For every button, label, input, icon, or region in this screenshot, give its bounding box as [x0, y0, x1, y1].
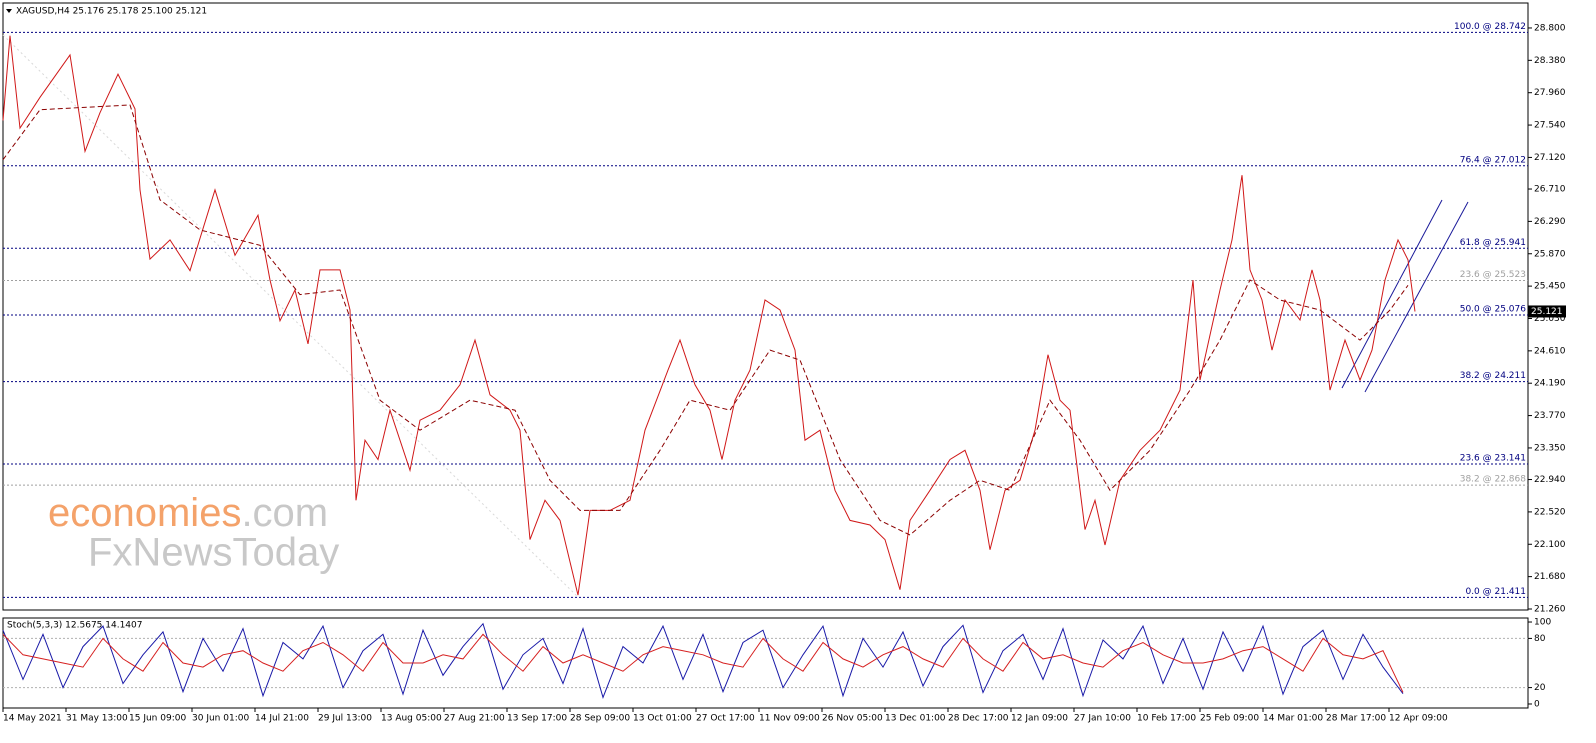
x-tick-label: 28 Mar 17:00: [1326, 714, 1386, 724]
watermark-text: .com: [241, 491, 328, 535]
y-tick-label: 27.540: [1534, 121, 1566, 131]
chart-title: XAGUSD,H4 25.176 25.178 25.100 25.121: [16, 7, 207, 17]
watermark-text: FxNewsToday: [88, 531, 339, 575]
level-label: 23.6 @ 23.141: [1460, 454, 1526, 464]
level-label: 100.0 @ 28.742: [1454, 22, 1526, 32]
y-tick-label: 20: [1534, 683, 1546, 693]
series-line: [2, 622, 1404, 699]
level-label: 38.2 @ 22.868: [1460, 475, 1527, 485]
x-tick-label: 30 Jun 01:00: [192, 714, 249, 724]
last-price-label: 25.121: [1531, 307, 1563, 317]
menu-triangle[interactable]: [6, 9, 12, 13]
y-tick-label: 27.120: [1534, 153, 1566, 163]
x-tick-label: 14 Jul 21:00: [255, 714, 309, 724]
x-tick-label: 13 Sep 17:00: [507, 714, 567, 724]
y-tick-label: 26.290: [1534, 217, 1566, 227]
y-tick-label: 24.190: [1534, 379, 1566, 389]
y-tick-label: 26.710: [1534, 185, 1566, 195]
y-tick-label: 27.960: [1534, 88, 1566, 98]
series-line: [2, 104, 1409, 536]
channel-line: [1341, 199, 1443, 389]
x-tick-label: 29 Jul 13:00: [318, 714, 372, 724]
series-line: [2, 633, 1404, 693]
y-tick-label: 23.770: [1534, 411, 1566, 421]
y-tick-label: 25.030: [1534, 314, 1566, 324]
x-tick-label: 15 Jun 09:00: [129, 714, 186, 724]
y-tick-label: 21.260: [1534, 604, 1566, 614]
level-label: 50.0 @ 25.076: [1460, 304, 1527, 314]
y-tick-label: 0: [1534, 699, 1540, 709]
y-tick-label: 22.940: [1534, 475, 1566, 485]
x-tick-label: 12 Jan 09:00: [1011, 714, 1068, 724]
watermark-text: economies: [48, 491, 241, 535]
x-tick-label: 14 Mar 01:00: [1263, 714, 1323, 724]
stoch-panel: [2, 617, 1529, 709]
y-tick-label: 22.520: [1534, 507, 1566, 517]
x-tick-label: 27 Jan 10:00: [1074, 714, 1131, 724]
y-tick-label: 100: [1534, 618, 1551, 628]
x-tick-label: 26 Nov 05:00: [822, 714, 883, 724]
x-tick-label: 14 May 2021: [3, 714, 62, 724]
x-tick-label: 27 Oct 17:00: [696, 714, 755, 724]
x-tick-label: 12 Apr 09:00: [1389, 714, 1448, 724]
level-label: 0.0 @ 21.411: [1465, 587, 1526, 597]
x-tick-label: 27 Aug 21:00: [444, 714, 505, 724]
main-panel: [2, 2, 1529, 611]
y-tick-label: 22.100: [1534, 540, 1566, 550]
x-tick-label: 13 Aug 05:00: [381, 714, 442, 724]
channel-line: [1364, 201, 1469, 393]
y-tick-label: 25.870: [1534, 249, 1566, 259]
y-tick-label: 24.610: [1534, 346, 1566, 356]
series-line: [2, 35, 1416, 596]
level-label: 61.8 @ 25.941: [1460, 238, 1526, 248]
y-tick-label: 28.380: [1534, 56, 1566, 66]
y-tick-label: 25.450: [1534, 282, 1566, 292]
last-price-box: [1528, 305, 1566, 318]
stoch-title: Stoch(5,3,3) 12.5675 14.1407: [7, 621, 142, 631]
x-tick-label: 13 Oct 01:00: [633, 714, 692, 724]
x-tick-label: 25 Feb 09:00: [1200, 714, 1259, 724]
x-tick-label: 28 Dec 17:00: [948, 714, 1009, 724]
level-label: 38.2 @ 24.211: [1460, 371, 1526, 381]
y-tick-label: 23.350: [1534, 443, 1566, 453]
y-tick-label: 21.680: [1534, 572, 1566, 582]
y-tick-label: 80: [1534, 634, 1546, 644]
watermark: economies.com: [48, 491, 328, 535]
x-tick-label: 11 Nov 09:00: [759, 714, 820, 724]
level-label: 76.4 @ 27.012: [1460, 155, 1526, 165]
y-tick-label: 28.800: [1534, 23, 1566, 33]
x-tick-label: 10 Feb 17:00: [1137, 714, 1196, 724]
level-label: 23.6 @ 25.523: [1460, 270, 1526, 280]
fib-base-line: [2, 34, 579, 598]
x-tick-label: 13 Dec 01:00: [885, 714, 946, 724]
x-tick-label: 28 Sep 09:00: [570, 714, 630, 724]
x-tick-label: 31 May 13:00: [66, 714, 128, 724]
